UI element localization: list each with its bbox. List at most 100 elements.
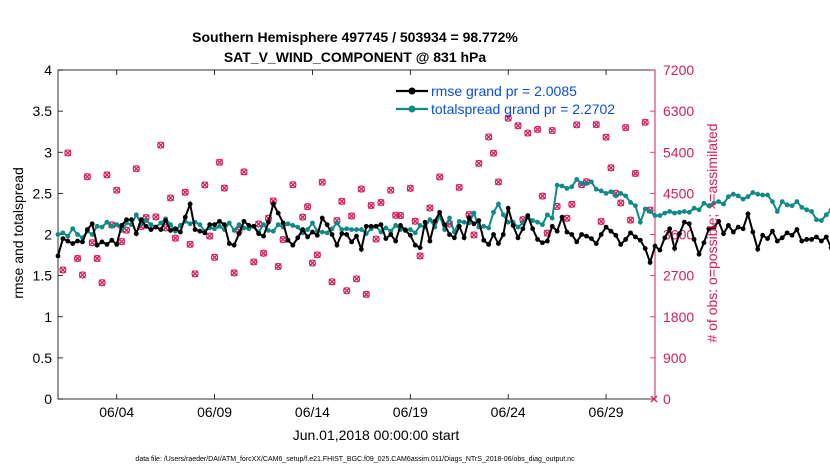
y-tick-label-right: 2700 xyxy=(663,268,694,284)
rmse-point xyxy=(373,223,379,229)
totalspread-point xyxy=(677,209,682,215)
totalspread-point xyxy=(231,227,237,233)
totalspread-point xyxy=(94,223,100,229)
assimilated-obs-marker xyxy=(357,185,365,193)
assimilated-obs-marker xyxy=(348,212,356,220)
possible-obs-marker xyxy=(392,211,400,219)
assimilated-obs-marker xyxy=(211,253,219,261)
rmse-point xyxy=(540,240,545,246)
assimilated-obs-marker xyxy=(617,199,625,207)
y-tick-label-left: 1 xyxy=(44,309,52,325)
totalspread-point xyxy=(349,227,355,232)
possible-obs-marker xyxy=(191,270,199,278)
rmse-point xyxy=(770,228,775,234)
totalspread-point xyxy=(765,192,770,198)
x-tick-label: 06/19 xyxy=(393,404,428,420)
rmse-point xyxy=(535,237,540,242)
possible-obs-marker xyxy=(132,165,140,173)
possible-obs-marker xyxy=(504,114,512,122)
possible-obs-marker xyxy=(406,184,414,192)
possible-obs-marker xyxy=(631,169,640,178)
possible-obs-marker xyxy=(313,251,321,259)
rmse-point xyxy=(177,229,183,235)
rmse-point xyxy=(432,218,438,224)
assimilated-obs-marker xyxy=(631,170,639,177)
rmse-point xyxy=(760,232,766,238)
possible-obs-marker xyxy=(186,240,194,248)
rmse-point xyxy=(143,223,149,229)
totalspread-point xyxy=(779,199,785,205)
possible-obs-marker xyxy=(641,118,649,126)
assimilated-obs-marker xyxy=(490,149,497,157)
rmse-point xyxy=(65,238,71,244)
rmse-point xyxy=(564,229,570,235)
totalspread-point xyxy=(642,206,648,212)
possible-obs-marker xyxy=(206,232,214,240)
totalspread-point xyxy=(505,219,511,225)
totalspread-point xyxy=(593,186,599,192)
rmse-point xyxy=(667,226,673,232)
assimilated-obs-marker xyxy=(538,192,546,200)
totalspread-point xyxy=(143,218,149,223)
totalspread-point xyxy=(691,205,697,211)
assimilated-obs-marker xyxy=(353,275,360,283)
y-axis-label-right: # of obs: o=possible; ×=assimilated xyxy=(704,123,720,342)
rmse-point xyxy=(300,227,306,232)
totalspread-point xyxy=(740,196,746,202)
assimilated-obs-marker xyxy=(216,158,223,166)
totalspread-point xyxy=(530,218,536,223)
possible-obs-marker xyxy=(289,181,297,189)
rmse-point xyxy=(285,237,291,243)
rmse-point xyxy=(138,217,144,223)
rmse-point xyxy=(672,246,677,251)
possible-obs-marker xyxy=(113,186,121,194)
assimilated-obs-marker xyxy=(534,125,542,133)
rmse-point xyxy=(275,210,281,216)
totalspread-point xyxy=(716,199,722,205)
totalspread-point xyxy=(471,210,477,216)
rmse-point xyxy=(261,233,266,239)
assimilated-obs-marker xyxy=(103,171,111,179)
rmse-point xyxy=(814,234,819,240)
legend-entry: rmse grand pr = 2.0085 xyxy=(431,83,577,99)
possible-obs-marker xyxy=(166,194,175,202)
possible-obs-marker xyxy=(181,188,189,196)
rmse-point xyxy=(226,241,232,246)
totalspread-point xyxy=(339,227,345,232)
assimilated-obs-marker xyxy=(563,214,571,222)
totalspread-point xyxy=(633,203,638,209)
rmse-point xyxy=(681,219,687,225)
assimilated-obs-marker xyxy=(220,184,228,192)
possible-obs-marker xyxy=(64,149,72,157)
rmse-line xyxy=(57,200,830,266)
y-tick-label-left: 3 xyxy=(44,144,52,160)
possible-obs-marker xyxy=(470,231,478,239)
rmse-point xyxy=(726,223,731,228)
rmse-point xyxy=(393,238,399,244)
assimilated-obs-marker xyxy=(206,232,214,240)
rmse-point xyxy=(310,229,315,235)
rmse-point xyxy=(584,233,589,239)
possible-obs-marker xyxy=(201,181,209,189)
y-tick-label-left: 0.5 xyxy=(33,350,53,366)
possible-obs-marker xyxy=(308,259,317,267)
y-tick-label-left: 3.5 xyxy=(33,103,53,119)
possible-obs-marker xyxy=(259,249,268,257)
rmse-point xyxy=(784,230,790,236)
possible-obs-marker xyxy=(352,275,361,283)
assimilated-obs-marker xyxy=(186,240,194,248)
totalspread-point xyxy=(266,227,271,233)
rmse-point xyxy=(94,242,100,248)
possible-obs-marker xyxy=(533,125,542,134)
y-axis-label-left: rmse and totalspread xyxy=(10,167,26,299)
assimilated-obs-marker xyxy=(83,173,91,181)
assimilated-obs-marker xyxy=(152,213,160,221)
totalspread-point xyxy=(770,199,775,205)
rmse-point xyxy=(476,218,482,223)
possible-obs-marker xyxy=(455,183,463,192)
possible-obs-marker xyxy=(607,164,615,172)
totalspread-point xyxy=(197,222,203,228)
assimilated-obs-marker xyxy=(167,194,175,202)
rmse-point xyxy=(202,230,208,236)
assimilated-obs-marker xyxy=(299,213,307,221)
